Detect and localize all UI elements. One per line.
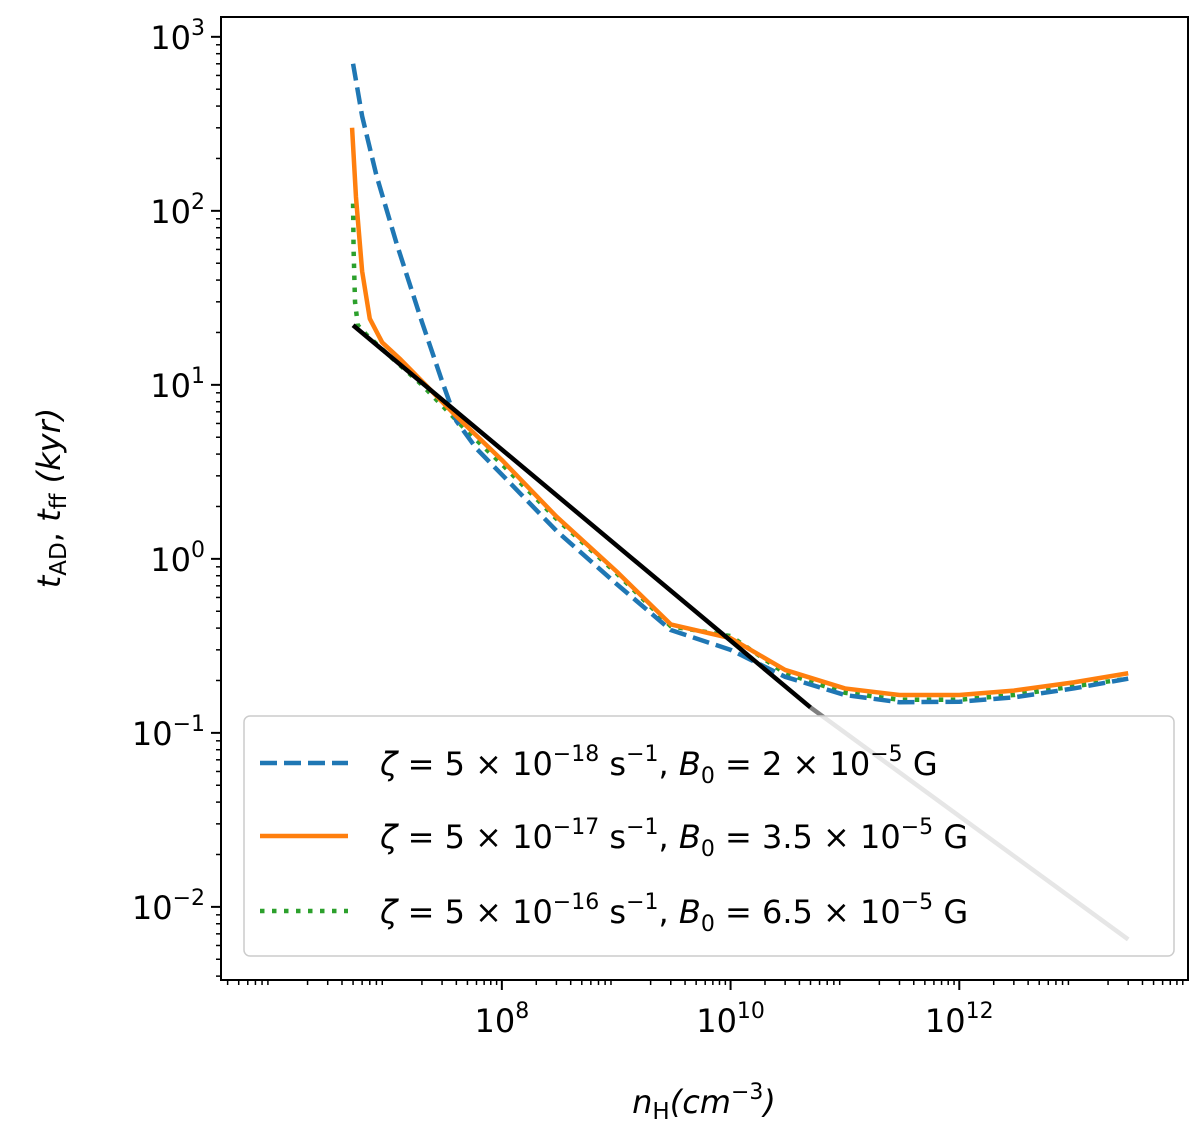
y-axis-label-t1: t — [30, 574, 68, 588]
series-line-2 — [349, 127, 1129, 698]
legend-series-2-b-mant: 3.5 — [762, 818, 813, 856]
y-axis-label-sep: , — [30, 522, 68, 542]
y-tick-label: 103 — [150, 16, 205, 57]
x-tick-label: 1010 — [696, 999, 765, 1040]
legend-label-series-1: ζ = 5 × 10−18 s−1, B0 = 2 × 10−5 G — [379, 742, 938, 789]
x-axis-label: nH(cm−3) — [632, 1080, 776, 1125]
legend-box — [243, 715, 1175, 957]
x-tick-label: 1012 — [925, 999, 994, 1040]
legend-series-1-b-mant: 2 — [762, 745, 782, 783]
y-axis-label-s2: ff — [46, 492, 72, 509]
y-tick-label: 10−2 — [132, 886, 205, 927]
y-axis-label: tAD, tff (kyr) — [30, 408, 72, 589]
y-tick-label: 100 — [150, 538, 205, 579]
series-line-1 — [350, 63, 1129, 705]
y-axis-label-s1: AD — [46, 542, 72, 575]
ticks-layer: 108 1010 1012 103 102 101 100 10−1 10−2 — [132, 16, 1184, 1040]
x-axis-label-main: n — [632, 1083, 652, 1121]
legend: ζ = 5 × 10−18 s−1, B0 = 2 × 10−5 G ζ = 5… — [243, 715, 1175, 957]
y-tick-label: 102 — [150, 190, 205, 231]
legend-series-1-zeta-exp: −18 — [553, 742, 599, 767]
x-axis-label-sub: H — [652, 1099, 669, 1125]
x-tick-label: 108 — [474, 999, 529, 1040]
y-tick-label: 101 — [150, 364, 205, 405]
legend-label-series-3: ζ = 5 × 10−16 s−1, B0 = 6.5 × 10−5 G — [379, 890, 968, 937]
series-line-4 — [351, 323, 812, 710]
x-axis-label-exp: −3 — [731, 1080, 763, 1105]
legend-series-3-b-mant: 6.5 — [762, 893, 813, 931]
legend-series-3-zeta-exp: −16 — [553, 890, 599, 915]
x-axis-label-rest: (cm — [670, 1083, 731, 1121]
legend-label-series-2: ζ = 5 × 10−17 s−1, B0 = 3.5 × 10−5 G — [379, 815, 968, 862]
legend-series-2-zeta-exp: −17 — [553, 815, 599, 840]
y-axis-label-t2: t — [30, 508, 68, 522]
series-line-3 — [350, 203, 1129, 702]
y-axis-label-rest: (kyr) — [30, 408, 68, 494]
y-tick-label: 10−1 — [132, 712, 205, 753]
x-axis-label-close: ) — [761, 1083, 775, 1121]
